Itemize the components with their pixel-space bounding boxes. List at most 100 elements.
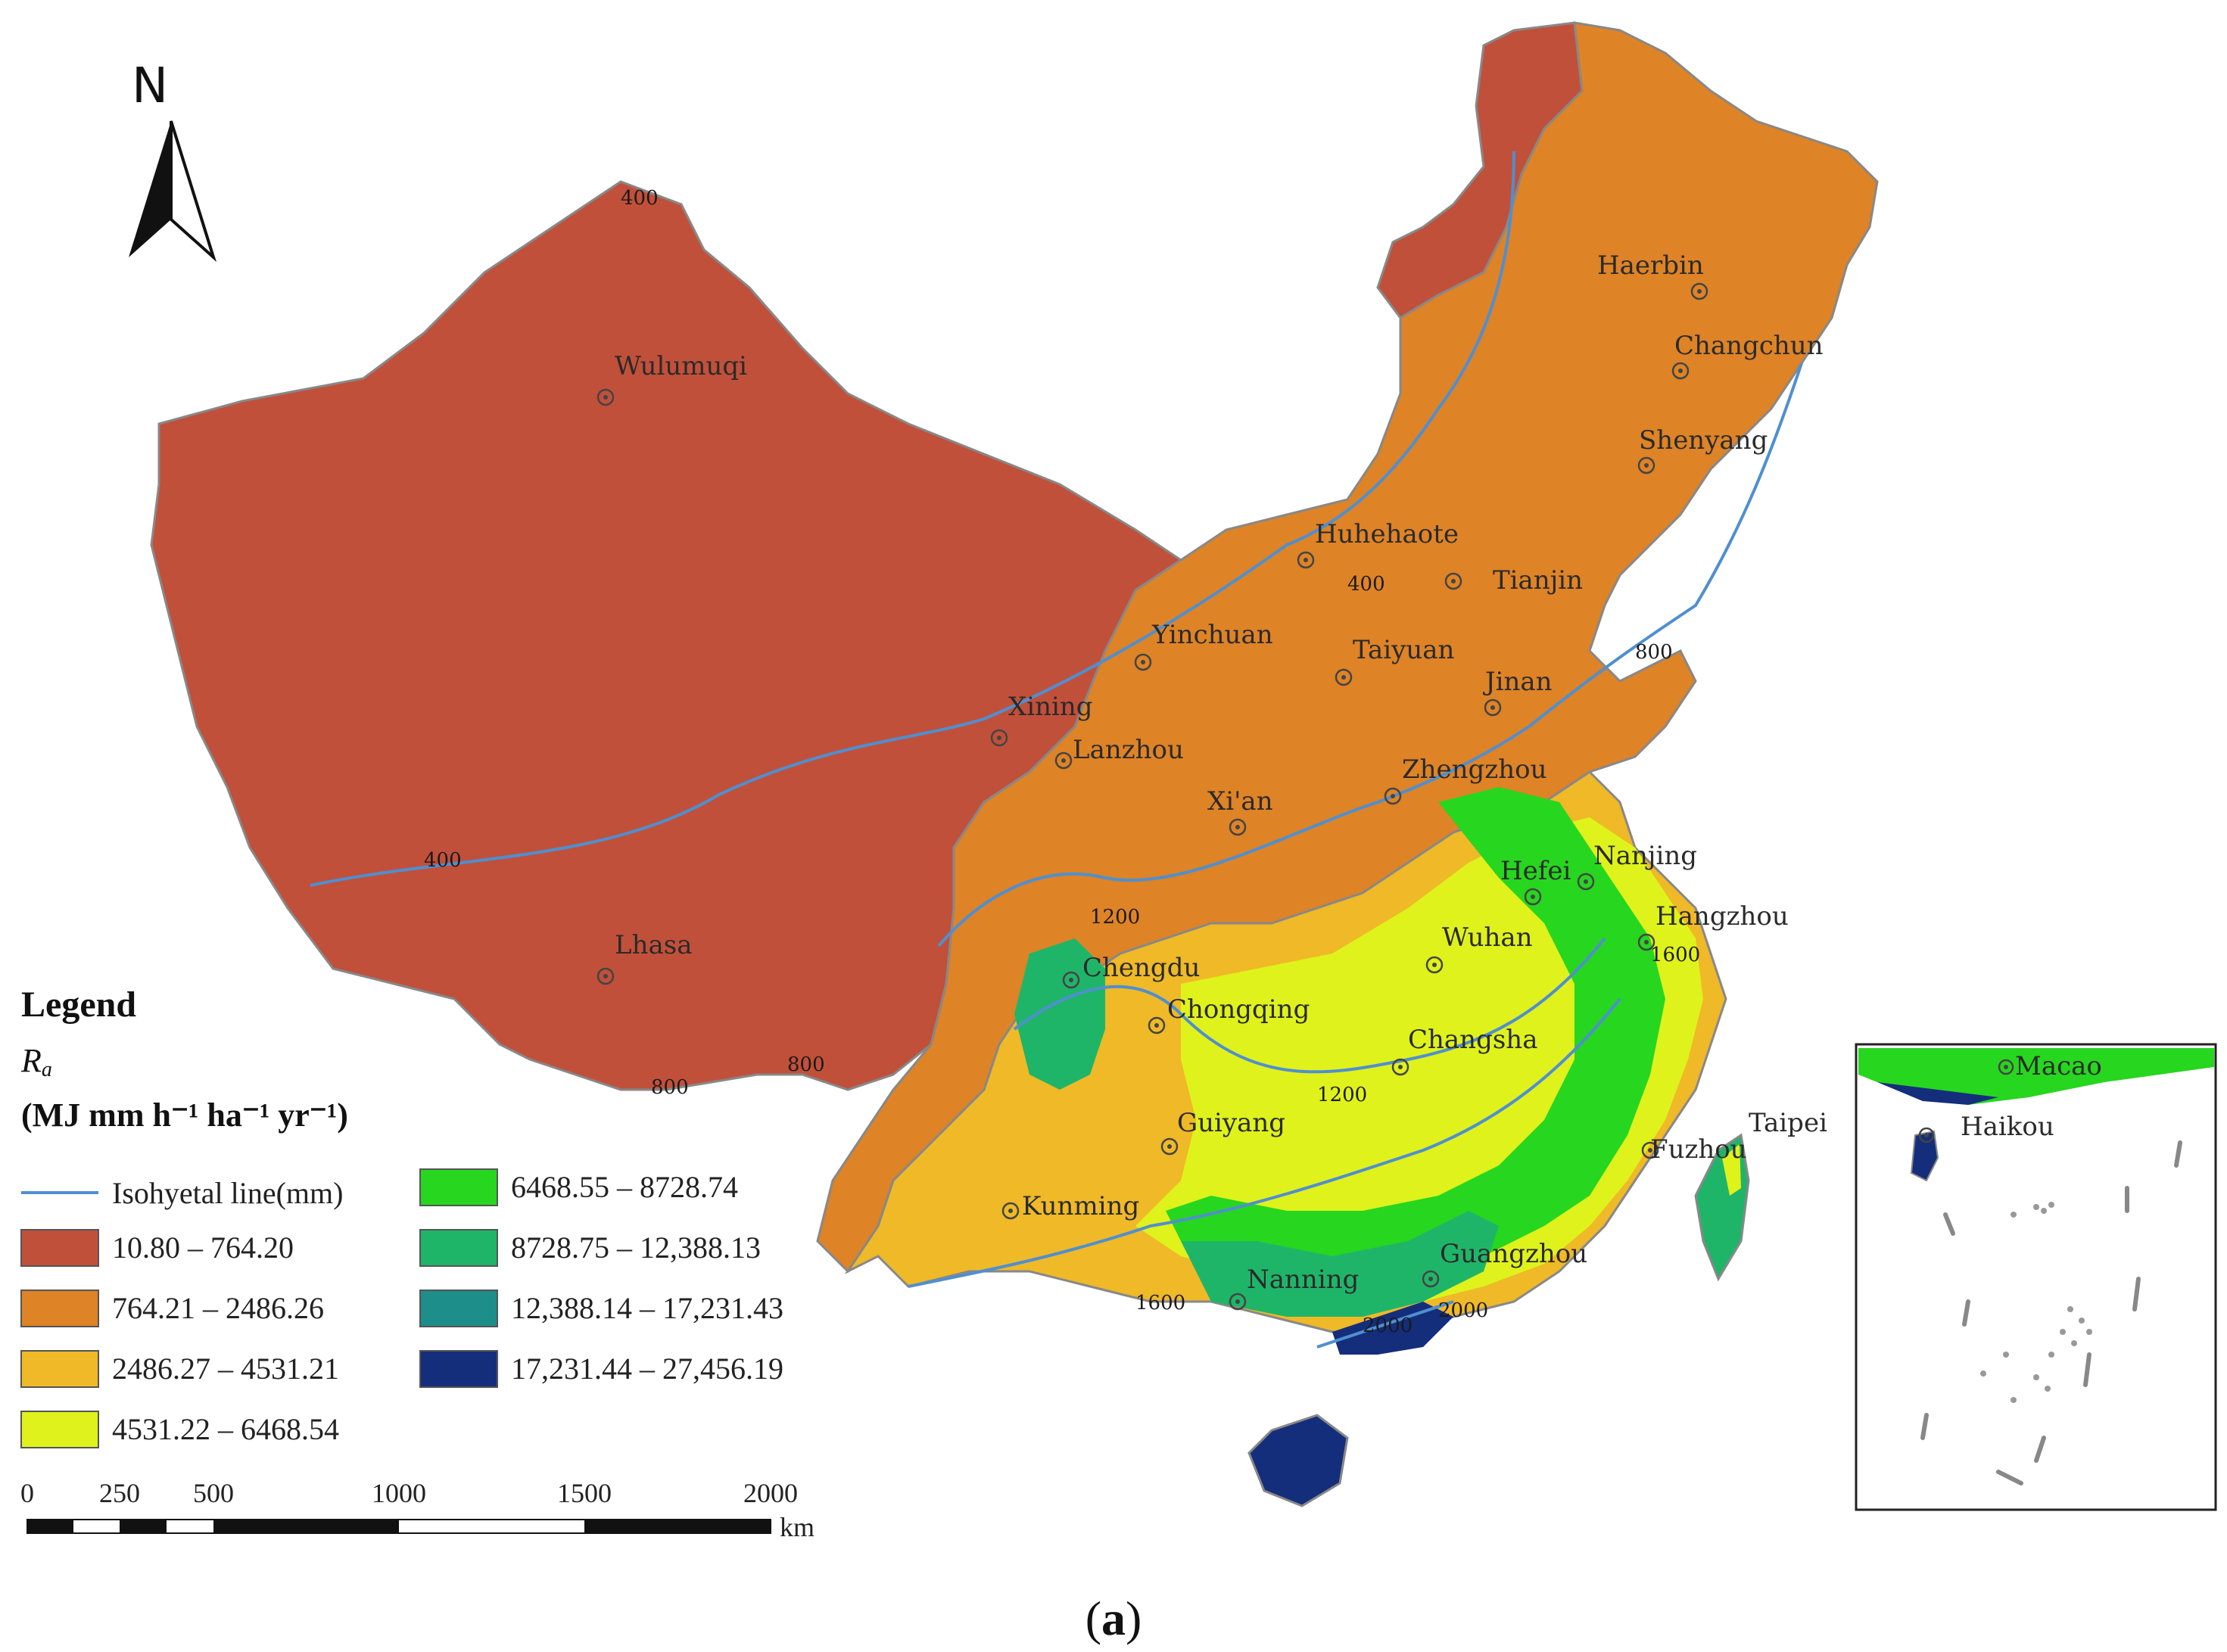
legend-units: (MJ mm h⁻¹ ha⁻¹ yr⁻¹) bbox=[21, 1097, 348, 1134]
city-label: Chongqing bbox=[1167, 994, 1310, 1025]
legend-item: 12,388.14 – 17,231.43 bbox=[419, 1290, 783, 1327]
city-lanzhou: Lanzhou bbox=[1054, 735, 1184, 770]
legend-swatch bbox=[20, 1290, 99, 1327]
legend-range: 6468.55 – 8728.74 bbox=[511, 1170, 738, 1204]
scale-unit: km bbox=[780, 1512, 814, 1542]
isohyet-label: 2000 bbox=[1363, 1314, 1413, 1337]
city-zhengzhou: Zhengzhou bbox=[1384, 754, 1546, 805]
isohyet-label: 1600 bbox=[1135, 1292, 1185, 1314]
legend-range: 764.21 – 2486.26 bbox=[112, 1291, 324, 1325]
region-teal-south bbox=[1181, 1211, 1499, 1317]
city-label: Wuhan bbox=[1442, 922, 1533, 953]
city-changchun: Changchun bbox=[1671, 331, 1824, 380]
city-guangzhou: Guangzhou bbox=[1422, 1239, 1587, 1288]
scale-tick-label: 2000 bbox=[743, 1478, 798, 1508]
city-haerbin: Haerbin bbox=[1597, 250, 1708, 300]
legend-variable-sub: a bbox=[42, 1058, 52, 1081]
legend-item: 4531.22 – 6468.54 bbox=[20, 1411, 339, 1448]
legend-item: 17,231.44 – 27,456.19 bbox=[419, 1350, 783, 1388]
city-taipei: Taipei bbox=[1749, 1108, 1827, 1138]
region-teal-sichuan bbox=[1014, 938, 1105, 1090]
city-changsha: Changsha bbox=[1391, 1025, 1537, 1076]
legend-swatch bbox=[419, 1229, 498, 1267]
inset-mainland bbox=[1858, 1048, 2214, 1105]
city-chengdu: Chengdu bbox=[1062, 953, 1200, 989]
legend-range: 4531.22 – 6468.54 bbox=[112, 1412, 339, 1446]
isohyet-2000 bbox=[1316, 1300, 1454, 1349]
scale-bar-segment bbox=[213, 1520, 399, 1533]
city-label: Changchun bbox=[1674, 331, 1824, 361]
scale-bar: 0 250 500 1000 1500 2000 km bbox=[20, 1478, 814, 1542]
legend-swatch bbox=[20, 1350, 99, 1388]
city-label: Guiyang bbox=[1177, 1108, 1285, 1138]
legend-item: 764.21 – 2486.26 bbox=[20, 1290, 324, 1327]
isohyet-label: 400 bbox=[424, 849, 462, 872]
city-label: Guangzhou bbox=[1440, 1239, 1587, 1269]
south-china-sea-inset: Macao Haikou bbox=[1855, 1043, 2217, 1511]
scale-tick-label: 1000 bbox=[372, 1478, 426, 1508]
city-label: Haikou bbox=[1961, 1112, 2054, 1142]
city-macao: Macao bbox=[1998, 1051, 2102, 1081]
isohyet-label: 1200 bbox=[1090, 906, 1140, 929]
legend-range: 2486.27 – 4531.21 bbox=[112, 1352, 339, 1386]
isohyet-label: 1600 bbox=[1650, 944, 1700, 966]
city-hefei: Hefei bbox=[1500, 856, 1571, 906]
legend-swatch bbox=[419, 1168, 498, 1206]
city-label: Changsha bbox=[1408, 1025, 1537, 1055]
scale-tick-label: 1500 bbox=[557, 1478, 612, 1508]
city-fuzhou: Fuzhou bbox=[1641, 1134, 1747, 1165]
isohyet-1200 bbox=[1013, 937, 1606, 1074]
city-label: Chengdu bbox=[1082, 953, 1200, 983]
city-lhasa: Lhasa bbox=[596, 930, 692, 985]
city-label: Zhengzhou bbox=[1402, 754, 1546, 785]
city-label: Kunming bbox=[1022, 1191, 1139, 1221]
city-shenyang: Shenyang bbox=[1637, 425, 1768, 474]
city-label: Macao bbox=[2015, 1051, 2102, 1081]
region-dark-coast bbox=[1332, 1302, 1453, 1355]
north-arrow: N bbox=[129, 58, 217, 263]
legend-variable-base: R bbox=[20, 1042, 42, 1079]
city-wuhan: Wuhan bbox=[1425, 922, 1533, 974]
inset-coast-dark bbox=[1877, 1082, 1998, 1105]
city-jinan: Jinan bbox=[1483, 667, 1553, 717]
legend: Legend Ra (MJ mm h⁻¹ ha⁻¹ yr⁻¹) Isohyeta… bbox=[20, 985, 783, 1448]
isohyet-800 bbox=[937, 362, 1803, 947]
city-nanning: Nanning bbox=[1229, 1265, 1359, 1311]
cities: Wulumuqi Lhasa Xining Lanzhou Yinchuan H… bbox=[596, 250, 1827, 1311]
city-label: Fuzhou bbox=[1650, 1134, 1747, 1165]
city-label: Haerbin bbox=[1597, 250, 1704, 281]
isohyet-label: 400 bbox=[1347, 573, 1385, 596]
inset-hainan bbox=[1910, 1130, 1939, 1182]
city-label: Jinan bbox=[1483, 667, 1553, 697]
legend-range: 10.80 – 764.20 bbox=[112, 1230, 294, 1265]
isohyet-1600 bbox=[908, 997, 1621, 1288]
region-green-band bbox=[1166, 787, 1665, 1286]
city-yinchuan: Yinchuan bbox=[1134, 620, 1273, 671]
region-hainan bbox=[1247, 1414, 1349, 1507]
legend-swatch bbox=[419, 1350, 498, 1388]
legend-range: 8728.75 – 12,388.13 bbox=[511, 1230, 761, 1265]
map-regions bbox=[150, 21, 1879, 1507]
legend-item: 2486.27 – 4531.21 bbox=[20, 1350, 339, 1388]
city-taiyuan: Taiyuan bbox=[1335, 635, 1454, 686]
city-xining: Xining bbox=[990, 692, 1093, 747]
isohyet-label: 400 bbox=[621, 187, 659, 210]
city-chongqing: Chongqing bbox=[1148, 994, 1310, 1034]
legend-title: Legend bbox=[21, 985, 136, 1025]
scale-bar-segment bbox=[27, 1520, 73, 1533]
city-hangzhou: Hangzhou bbox=[1637, 901, 1789, 951]
city-label: Xi'an bbox=[1207, 786, 1273, 817]
isohyet-label: 2000 bbox=[1438, 1299, 1488, 1322]
inset-islands bbox=[1980, 1202, 2092, 1403]
scale-bar-segment bbox=[584, 1520, 771, 1533]
city-label: Huhehaote bbox=[1315, 519, 1459, 549]
legend-item: 6468.55 – 8728.74 bbox=[419, 1168, 738, 1206]
city-label: Tianjin bbox=[1493, 565, 1583, 596]
city-kunming: Kunming bbox=[1001, 1191, 1139, 1221]
scale-tick-label: 0 bbox=[20, 1478, 34, 1508]
city-label: Hangzhou bbox=[1655, 901, 1789, 932]
figure-caption: (a) bbox=[1085, 1591, 1142, 1645]
legend-range: 17,231.44 – 27,456.19 bbox=[511, 1352, 783, 1386]
legend-variable: Ra bbox=[20, 1042, 52, 1081]
